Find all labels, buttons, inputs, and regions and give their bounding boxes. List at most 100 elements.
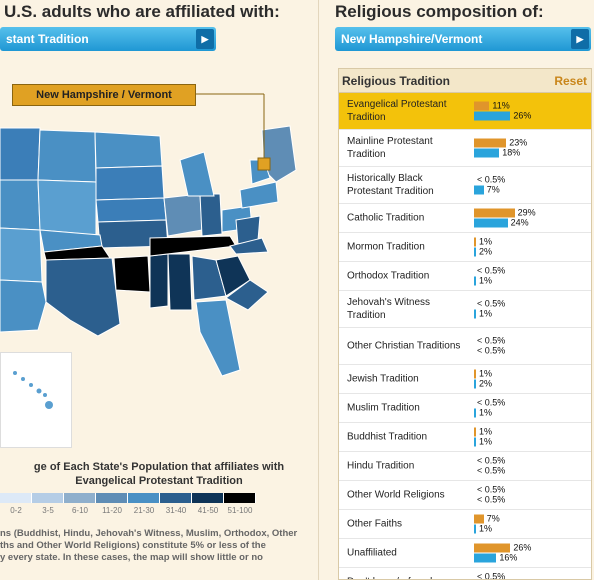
us-bar — [474, 437, 476, 447]
legend-swatch — [0, 493, 32, 503]
tradition-bars: < 0.5% 1% — [474, 266, 584, 287]
composition-table: Religious Tradition Reset Evangelical Pr… — [338, 68, 592, 580]
tradition-bars: < 0.5% 7% — [474, 175, 584, 196]
tradition-row[interactable]: Muslim Tradition < 0.5% 1% — [339, 394, 591, 423]
map-state — [199, 193, 223, 237]
legend-swatch — [32, 493, 64, 503]
state-bar-line: 23% — [474, 138, 584, 148]
tradition-row[interactable]: Mormon Tradition 1% 2% — [339, 233, 591, 262]
state-bar-line: 29% — [474, 208, 584, 218]
state-bar-line: 1% — [474, 427, 584, 437]
us-bar-value: 24% — [510, 217, 529, 228]
composition-heading: Religious composition of: — [335, 2, 544, 21]
state-bar — [474, 543, 511, 553]
us-bar-line: 16% — [474, 552, 584, 563]
us-bar — [474, 111, 511, 121]
state-bar-line: < 0.5% — [474, 266, 584, 276]
us-bar-line: < 0.5% — [474, 466, 584, 476]
tradition-row[interactable]: Catholic Tradition 29% 24% — [339, 204, 591, 233]
tradition-bars: 1% 2% — [474, 237, 584, 258]
tradition-row[interactable]: Other Faiths 7% 1% — [339, 510, 591, 539]
tradition-row[interactable]: Buddhist Tradition 1% 1% — [339, 423, 591, 452]
tradition-select-value: stant Tradition — [6, 32, 89, 46]
us-bar-value: 1% — [479, 523, 493, 534]
legend-range-label: 41-50 — [197, 506, 219, 515]
tradition-bars: < 0.5% 1% — [474, 398, 584, 419]
reset-link[interactable]: Reset — [554, 74, 587, 88]
table-title: Religious Tradition — [342, 74, 451, 88]
tradition-bars: 11% 26% — [474, 101, 584, 122]
footnote: ns (Buddhist, Hindu, Jehovah's Witness, … — [0, 528, 310, 564]
map-state — [0, 227, 43, 283]
map-state — [179, 151, 215, 197]
tradition-name: Mormon Tradition — [347, 241, 425, 253]
us-bar-line: 2% — [474, 247, 584, 257]
tradition-row[interactable]: Other Christian Traditions < 0.5% < 0.5% — [339, 328, 591, 365]
state-bar-value: 1% — [479, 236, 493, 247]
state-bar-value: < 0.5% — [477, 484, 506, 495]
state-bar-value: < 0.5% — [477, 397, 506, 408]
us-bar — [474, 379, 476, 389]
tradition-row[interactable]: Unaffiliated 26% 16% — [339, 539, 591, 568]
us-bar — [474, 408, 476, 418]
tradition-name: Mainline Protestant Tradition — [347, 136, 433, 160]
state-select[interactable]: New Hampshire/Vermont ▶ — [335, 27, 591, 51]
map-state — [149, 235, 237, 257]
tradition-name: Jewish Tradition — [347, 373, 419, 385]
legend-range-label: 51-100 — [227, 506, 253, 515]
tradition-row[interactable]: Don't know/refused < 0.5% — [339, 568, 591, 580]
footnote-line: y every state. In these cases, the map w… — [0, 552, 263, 563]
tradition-name: Buddhist Tradition — [347, 431, 428, 443]
tradition-bars: < 0.5% — [474, 572, 584, 580]
tradition-row[interactable]: Jehovah's Witness Tradition < 0.5% 1% — [339, 291, 591, 328]
us-map[interactable] — [0, 70, 318, 450]
us-bar-line: 1% — [474, 523, 584, 534]
tradition-row[interactable]: Jewish Tradition 1% 2% — [339, 365, 591, 394]
tradition-row[interactable]: Evangelical Protestant Tradition 11% 26% — [339, 93, 591, 130]
tradition-name: Jehovah's Witness Tradition — [347, 297, 431, 321]
state-bar-value: < 0.5% — [477, 174, 506, 185]
us-bar-value: 1% — [479, 308, 493, 319]
state-bar-line: < 0.5% — [474, 299, 584, 309]
highlighted-state-marker[interactable] — [257, 157, 271, 171]
us-bar — [474, 185, 484, 195]
us-bar-line: 1% — [474, 308, 584, 319]
state-bar-value: 1% — [479, 368, 493, 379]
tradition-row[interactable]: Other World Religions < 0.5% < 0.5% — [339, 481, 591, 510]
us-bar — [474, 276, 476, 286]
tradition-name: Historically Black Protestant Tradition — [347, 173, 434, 197]
us-bar-value: 16% — [499, 552, 518, 563]
legend-title-line: ge of Each State's Population that affil… — [33, 461, 285, 473]
legend-title: ge of Each State's Population that affil… — [0, 460, 318, 488]
map-state — [149, 253, 169, 309]
state-bar-line: 26% — [474, 543, 584, 553]
tradition-row[interactable]: Mainline Protestant Tradition 23% 18% — [339, 130, 591, 167]
us-bar — [474, 309, 476, 319]
us-bar-line: 2% — [474, 378, 584, 389]
legend-swatch — [96, 493, 128, 503]
chevron-right-icon[interactable]: ▶ — [196, 29, 214, 49]
us-bar-line: 7% — [474, 185, 584, 195]
tradition-row[interactable]: Historically Black Protestant Tradition <… — [339, 167, 591, 204]
state-bar — [474, 138, 507, 148]
legend-range-label: 3-5 — [42, 506, 54, 515]
tradition-bars: 29% 24% — [474, 208, 584, 229]
tradition-bars: < 0.5% 1% — [474, 299, 584, 320]
state-bar — [474, 208, 515, 218]
map-state — [229, 237, 269, 255]
us-bar-value: 2% — [479, 378, 493, 389]
state-bar-line: < 0.5% — [474, 174, 584, 185]
tradition-name: Hindu Tradition — [347, 460, 415, 472]
legend-range-labels: 0-2 3-5 6-10 11-20 21-30 31-40 41-50 51-100 — [0, 506, 256, 515]
us-bar-line: 1% — [474, 276, 584, 286]
tradition-select[interactable]: stant Tradition ▶ — [0, 27, 216, 51]
hawaii-map — [13, 371, 53, 409]
tradition-row[interactable]: Hindu Tradition < 0.5% < 0.5% — [339, 452, 591, 481]
tradition-name: Unaffiliated — [347, 547, 397, 559]
us-bar-line: < 0.5% — [474, 346, 584, 356]
tradition-row[interactable]: Orthodox Tradition < 0.5% 1% — [339, 262, 591, 291]
chevron-right-icon[interactable]: ▶ — [571, 29, 589, 49]
legend-title-line: Evangelical Protestant Tradition — [75, 475, 243, 487]
map-state — [225, 279, 269, 311]
map-heading: U.S. adults who are affiliated with: — [4, 2, 280, 21]
